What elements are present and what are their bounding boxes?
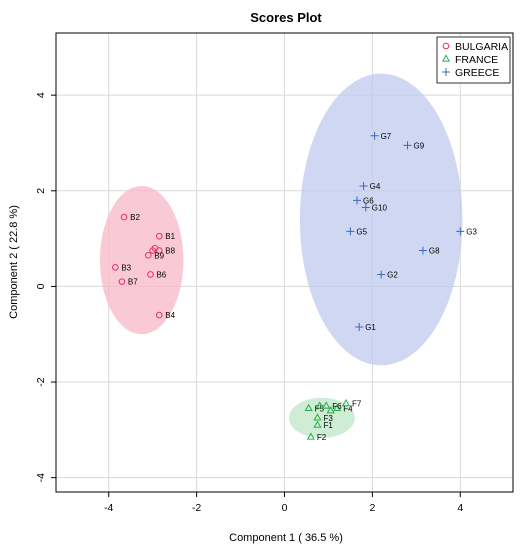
legend-box (436, 36, 511, 84)
x-tick-label: -4 (104, 502, 113, 514)
data-point-label: G1 (365, 323, 376, 332)
x-tick-label: 4 (457, 502, 463, 514)
data-point-greece (353, 196, 362, 205)
data-point-france (304, 403, 313, 411)
data-point-greece (403, 141, 412, 150)
ellipse-greece (299, 73, 463, 366)
data-point-label: B7 (128, 278, 138, 287)
x-tick-label: 0 (282, 502, 288, 514)
x-tick-label: 2 (369, 502, 375, 514)
data-point-label: G2 (387, 270, 398, 279)
data-point-label: F1 (323, 421, 333, 430)
data-point-label: F3 (323, 414, 333, 423)
data-point-greece (346, 227, 355, 236)
data-point-bulgaria (155, 311, 163, 319)
legend-label-greece: GREECE (455, 67, 499, 79)
data-point-france (306, 432, 315, 440)
data-point-greece (359, 182, 368, 190)
legend-marker-greece (442, 68, 450, 76)
legend-label-bulgaria: BULGARIA (455, 41, 508, 53)
y-tick-label: -2 (35, 377, 47, 386)
data-point-greece (355, 323, 364, 332)
data-point-label: G5 (356, 227, 367, 236)
y-tick-label: 2 (35, 188, 47, 194)
data-point-bulgaria (120, 213, 128, 221)
data-point-label: G10 (372, 204, 388, 213)
data-point-label: B8 (165, 247, 175, 256)
chart-title: Scores Plot (250, 10, 322, 25)
data-point-label: F7 (352, 400, 362, 409)
data-point-greece (361, 203, 370, 212)
y-tick-label: 0 (35, 283, 47, 289)
data-point-label: G7 (381, 132, 392, 141)
data-point-label: B1 (165, 232, 175, 241)
legend-marker-france (441, 54, 451, 62)
legend-label-france: FRANCE (455, 54, 498, 66)
data-point-label: B9 (154, 251, 164, 260)
data-point-label: B3 (121, 263, 131, 272)
data-point-label: G8 (429, 247, 440, 256)
data-point-label: F6 (332, 402, 342, 411)
data-point-label: B6 (156, 270, 166, 279)
data-point-france (333, 403, 342, 411)
x-axis-label: Component 1 ( 36.5 %) (229, 532, 343, 544)
data-point-label: B4 (165, 311, 175, 320)
data-point-label: B2 (130, 213, 140, 222)
data-point-bulgaria (147, 271, 154, 278)
axis-ticks: -4 -2 0 2 4 -4 -2 0 2 4 (35, 92, 463, 514)
data-point-label: G6 (363, 196, 374, 205)
data-point-greece (370, 131, 379, 140)
ellipse-bulgaria (99, 186, 184, 335)
data-point-france (313, 413, 322, 421)
y-tick-label: -4 (35, 473, 47, 482)
y-tick-label: 4 (35, 92, 47, 98)
data-point-france (313, 420, 322, 428)
legend-marker-bulgaria (442, 42, 450, 50)
data-point-label: F2 (317, 433, 327, 442)
x-tick-label: -2 (192, 502, 201, 514)
data-point-greece (456, 227, 465, 236)
data-point-label: G9 (414, 141, 425, 150)
data-point-label: G3 (466, 227, 477, 236)
data-point-label: G4 (370, 182, 381, 191)
data-point-bulgaria (149, 247, 156, 254)
y-axis-label: Component 2 ( 22.8 %) (8, 205, 20, 319)
data-point-label: F4 (343, 404, 353, 413)
data-point-france (322, 401, 331, 409)
data-point-greece (418, 246, 427, 255)
data-point-bulgaria (144, 252, 152, 259)
data-point-greece (377, 270, 386, 279)
data-point-label: F5 (315, 404, 325, 413)
data-point-bulgaria (118, 278, 126, 285)
confidence-ellipses (99, 73, 463, 438)
data-point-france (326, 406, 335, 414)
data-point-bulgaria (155, 232, 163, 240)
data-point-france (341, 398, 351, 407)
ellipse-france (288, 397, 355, 438)
data-point-bulgaria (112, 263, 119, 271)
data-point-france (315, 401, 324, 409)
